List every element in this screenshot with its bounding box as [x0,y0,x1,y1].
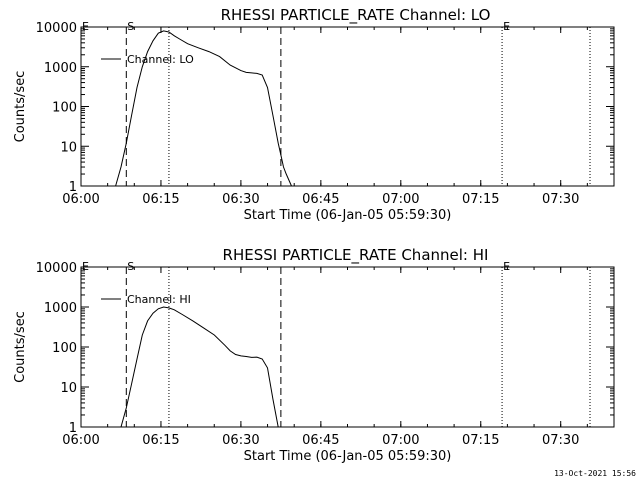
panel1-plot-frame [80,26,615,187]
panel2-x-tick-label: 06:45 [302,433,339,448]
panel2-plot-frame [80,266,615,428]
panel1-y-axis-label: Counts/sec [13,71,28,143]
panel1-legend-label: Channel: LO [127,53,194,66]
panel1-x-tick-label: 07:15 [462,192,499,207]
panel1-marker-label: S [127,20,134,33]
panel2-x-tick-label: 07:30 [542,433,579,448]
panel2-y-tick-label: 1 [69,421,77,436]
panel1-y-tick-label: 1000 [44,61,77,76]
panel2-y-tick-label: 1000 [44,301,77,316]
panel1-y-tick-label: 10000 [36,21,77,36]
panel1-y-tick-label: 100 [52,101,77,116]
panel1-x-tick-label: 07:00 [382,192,419,207]
panel2-x-tick-label: 07:15 [462,433,499,448]
panel2-chart-title: RHESSI PARTICLE_RATE Channel: HI [223,246,489,265]
panel1-x-tick-label: 06:45 [302,192,339,207]
panel1-y-tick-label: 10 [60,140,77,155]
panel2-y-tick-label: 10 [60,381,77,396]
panel1-chart-title: RHESSI PARTICLE_RATE Channel: LO [221,6,491,25]
panel1-x-tick-label: 07:30 [542,192,579,207]
panel2-x-tick-label: 06:30 [222,433,259,448]
panel1-x-axis-label: Start Time (06-Jan-05 05:59:30) [244,208,452,223]
panel2-marker-label: E [503,260,510,273]
panel1-marker-label: E [503,20,510,33]
panel2-y-tick-label: 10000 [36,261,77,276]
panel1-series-line [115,30,292,187]
panel2-legend-label: Channel: HI [127,293,191,306]
footer-timestamp: 13-Oct-2021 15:56 [554,469,636,478]
panel2-x-axis-label: Start Time (06-Jan-05 05:59:30) [244,449,452,464]
panel2-x-tick-label: 07:00 [382,433,419,448]
panel2-y-axis-label: Counts/sec [13,311,28,383]
panel2-corner-mark: E [82,260,89,273]
panel1-x-tick-label: 06:00 [62,192,99,207]
panel2-y-tick-label: 100 [52,341,77,356]
panel1-y-tick-label: 1 [69,180,77,195]
panel2-x-tick-label: 06:00 [62,433,99,448]
panel1-corner-mark: E [82,20,89,33]
panel1-x-tick-label: 06:15 [142,192,179,207]
panel2-x-tick-label: 06:15 [142,433,179,448]
panel2-marker-label: S [127,260,134,273]
panel1-x-tick-label: 06:30 [222,192,259,207]
panel2-series-line [120,306,279,428]
